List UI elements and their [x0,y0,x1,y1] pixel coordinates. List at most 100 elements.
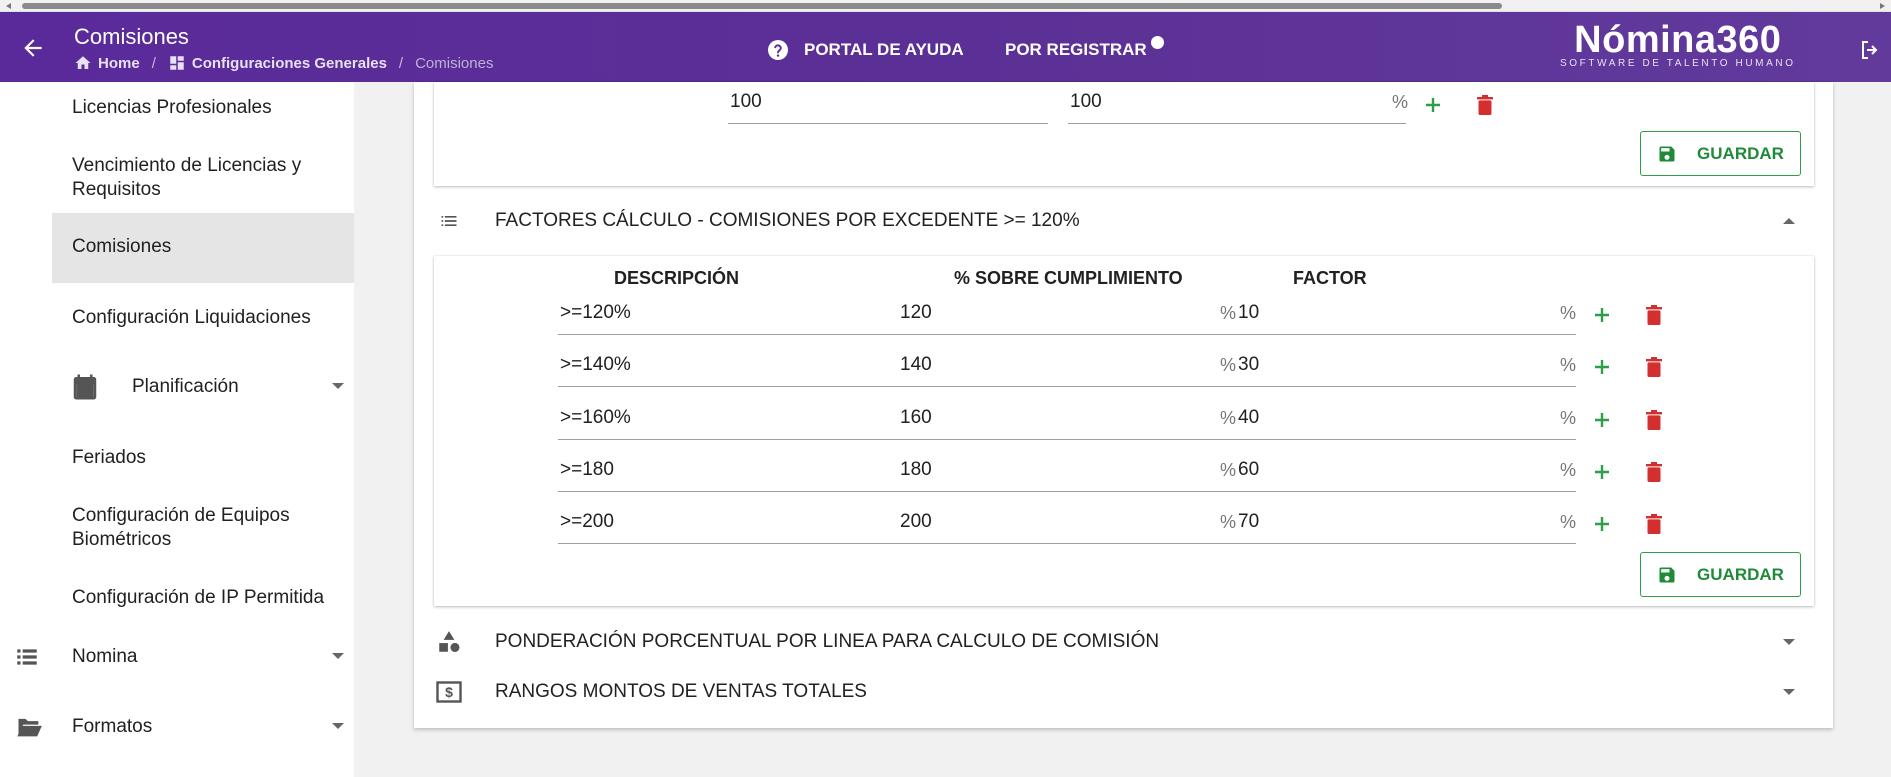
percent-suffix: % [1559,408,1576,428]
back-arrow-icon[interactable] [20,35,46,61]
add-row-button[interactable] [1587,352,1617,382]
breadcrumb-home-label: Home [98,54,140,72]
horizontal-scrollbar[interactable] [0,0,1891,12]
previous-field-2-value: 100 [1070,91,1102,112]
factor-value: 40 [1238,407,1260,428]
factor-value: 10 [1238,302,1260,323]
sidebar-item-label: Configuración de IP Permitida [72,587,325,608]
sidebar-group-nomina[interactable]: Nomina [0,628,354,686]
plus-icon [1595,465,1609,479]
logout-icon[interactable] [1858,38,1882,62]
percent-suffix: % [1559,460,1576,480]
cumplimiento-field[interactable]: 180% [898,452,1236,492]
factor-field[interactable]: 40% [1236,400,1576,440]
delete-row-button[interactable] [1639,352,1669,382]
brand-name: Nómina360 [1574,19,1782,61]
add-row-button[interactable] [1587,405,1617,435]
sidebar-item-label: Comisiones [72,236,172,257]
percent-suffix: % [1392,92,1409,112]
delete-row-button[interactable] [1639,300,1669,330]
rangos-section-header[interactable]: $ RANGOS MONTOS DE VENTAS TOTALES [434,672,1814,712]
chevron-down-icon [332,653,344,659]
delete-row-button[interactable] [1470,90,1500,120]
trash-icon [1646,410,1662,430]
sidebar-item-biometricos[interactable]: Configuración de Equipos Biométricos [52,504,332,552]
app-header: Comisiones Home / Configuraciones Genera… [0,12,1891,82]
money-icon: $ [436,681,462,703]
sidebar-item-feriados[interactable]: Feriados [52,446,354,470]
help-portal-link[interactable]: PORTAL DE AYUDA [766,38,964,62]
trash-icon [1477,95,1493,115]
factor-value: 30 [1238,354,1260,375]
factor-value: 70 [1238,511,1260,532]
descripcion-field[interactable]: >=160% [558,400,898,440]
scroll-right-arrow[interactable] [1880,3,1885,9]
factor-field[interactable]: 30% [1236,347,1576,387]
factors-section-title: FACTORES CÁLCULO - COMISIONES POR EXCEDE… [495,210,1080,231]
register-label: POR REGISTRAR [1005,40,1147,59]
save-button[interactable]: GUARDAR [1640,552,1801,597]
ponderacion-section-header[interactable]: PONDERACIÓN PORCENTUAL POR LINEA PARA CA… [434,622,1814,662]
descripcion-value: >=180 [560,459,614,480]
scroll-left-arrow[interactable] [6,3,11,9]
plus-icon [1595,413,1609,427]
cumplimiento-field[interactable]: 200% [898,504,1236,544]
add-row-button[interactable] [1587,509,1617,539]
sidebar-group-planificacion[interactable]: Planificación [0,358,354,416]
breadcrumb-home[interactable]: Home [74,54,140,72]
add-row-button[interactable] [1587,300,1617,330]
breadcrumb-separator: / [398,54,404,72]
sidebar-item-liquidaciones[interactable]: Configuración Liquidaciones [52,306,354,330]
factors-section-header[interactable]: FACTORES CÁLCULO - COMISIONES POR EXCEDE… [434,201,1814,241]
page-title: Comisiones [74,24,189,49]
plus-icon [1595,308,1609,322]
delete-row-button[interactable] [1639,405,1669,435]
delete-row-button[interactable] [1639,457,1669,487]
previous-field-1[interactable]: 100 [728,84,1048,124]
descripcion-field[interactable]: >=180 [558,452,898,492]
descripcion-field[interactable]: >=200 [558,504,898,544]
sidebar-item-label: Feriados [72,447,146,468]
sidebar-item-vencimiento[interactable]: Vencimiento de Licencias y Requisitos [52,154,332,202]
descripcion-field[interactable]: >=140% [558,347,898,387]
chevron-down-icon [332,383,344,389]
sidebar-item-licencias[interactable]: Licencias Profesionales [52,96,354,120]
percent-suffix: % [1219,512,1236,532]
sidebar-item-label: Configuración Liquidaciones [72,307,311,328]
chevron-down-icon [332,723,344,729]
factors-table-card: DESCRIPCIÓN % SOBRE CUMPLIMIENTO FACTOR … [434,256,1814,606]
percent-suffix: % [1219,303,1236,323]
factor-field[interactable]: 70% [1236,504,1576,544]
descripcion-value: >=200 [560,511,614,532]
descripcion-field[interactable]: >=120% [558,295,898,335]
column-header-descripcion: DESCRIPCIÓN [614,268,740,288]
column-header-cumplimiento: % SOBRE CUMPLIMIENTO [954,268,1183,288]
factor-field[interactable]: 60% [1236,452,1576,492]
save-button[interactable]: GUARDAR [1640,131,1801,176]
breadcrumb-config[interactable]: Configuraciones Generales [168,54,387,72]
chevron-down-icon [1783,639,1795,645]
sidebar-group-label: Planificación [132,376,239,397]
sidebar-group-label: Nomina [72,646,138,667]
dashboard-icon [170,56,184,70]
list-icon [441,216,457,226]
list-icon [17,649,37,665]
cumplimiento-field[interactable]: 140% [898,347,1236,387]
sidebar-item-comisiones[interactable]: Comisiones [52,213,354,283]
cumplimiento-field[interactable]: 160% [898,400,1236,440]
sidebar-group-label: Formatos [72,716,153,737]
sidebar-group-formatos[interactable]: Formatos [0,698,354,756]
help-portal-label: PORTAL DE AYUDA [804,40,964,59]
add-row-button[interactable] [1418,90,1448,120]
register-link[interactable]: POR REGISTRAR [1005,36,1164,60]
cumplimiento-field[interactable]: 120% [898,295,1236,335]
delete-row-button[interactable] [1639,509,1669,539]
sidebar-item-ip-permitida[interactable]: Configuración de IP Permitida [52,586,354,610]
scrollbar-thumb[interactable] [22,3,1502,9]
previous-field-2[interactable]: 100 [1068,84,1406,124]
sidebar: Licencias Profesionales Vencimiento de L… [0,82,354,777]
factor-field[interactable]: 10% [1236,295,1576,335]
previous-field-1-value: 100 [730,91,762,112]
add-row-button[interactable] [1587,457,1617,487]
trash-icon [1646,357,1662,377]
